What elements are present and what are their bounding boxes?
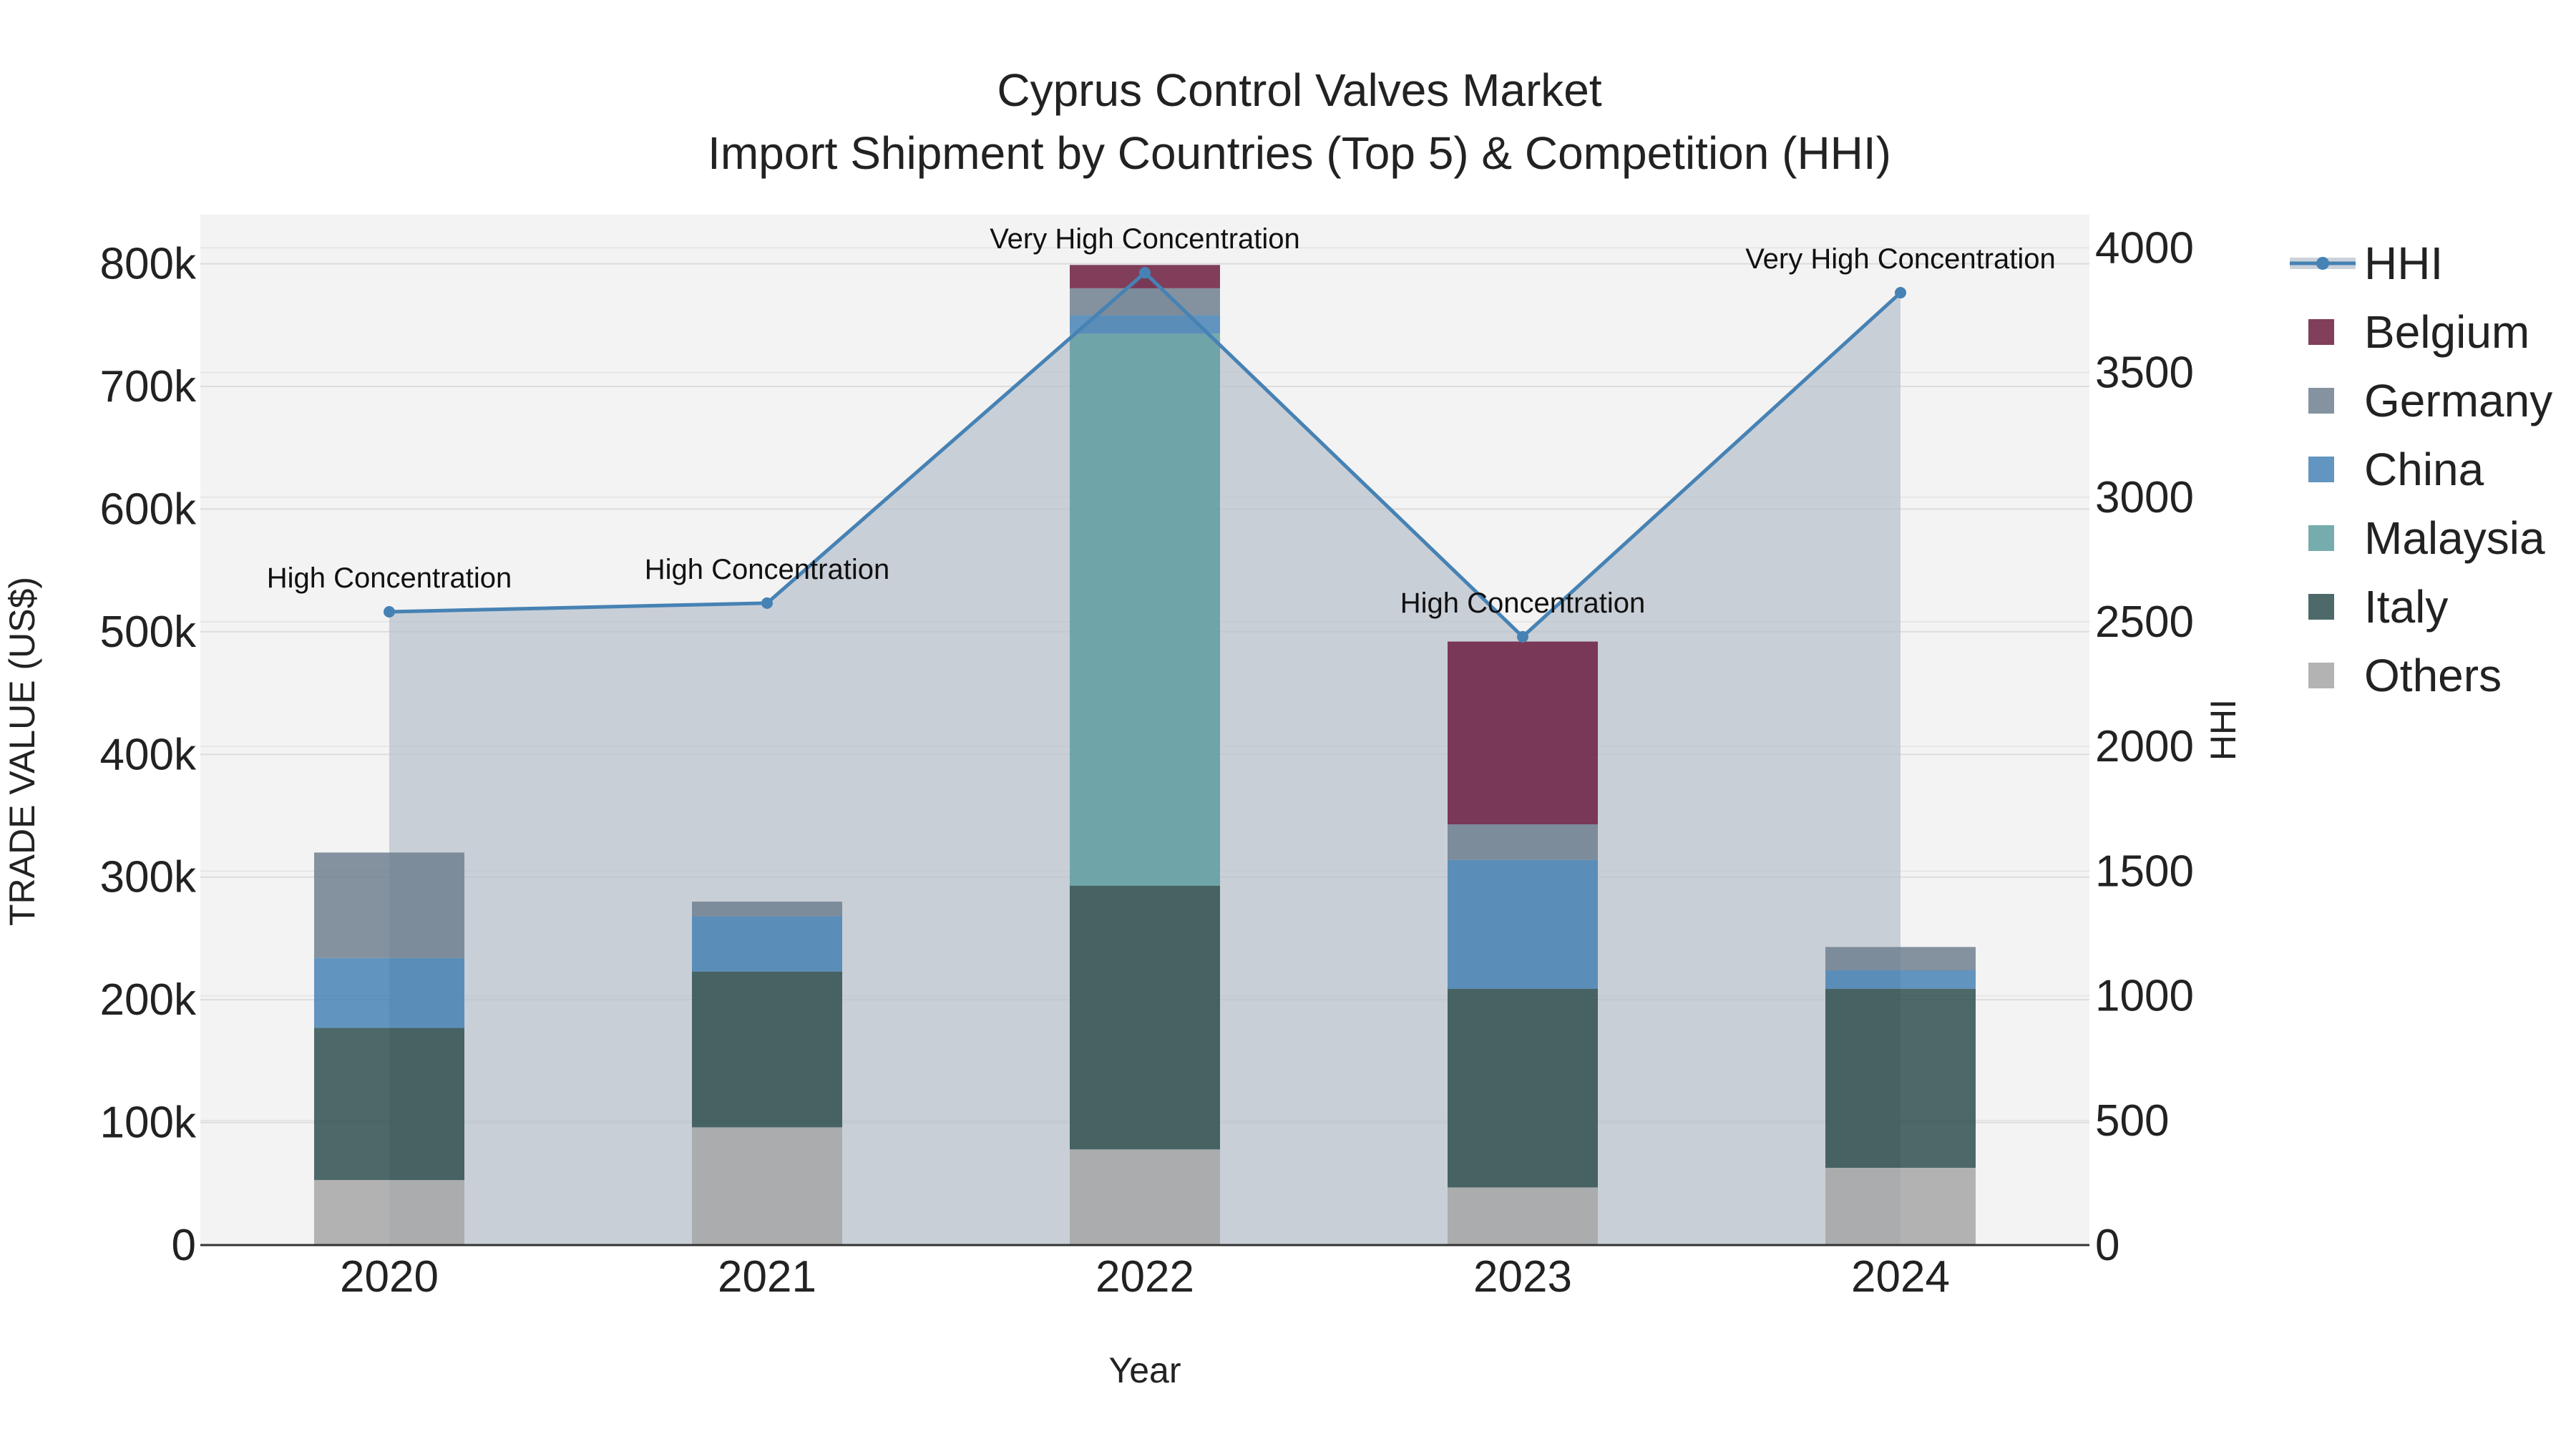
bar-others-2023 [1448,1187,1598,1245]
y-tick-label: 300k [100,853,197,902]
y2-axis-ticks: 0 500 1000 1500 2000 2500 3000 3500 4000 [2095,223,2194,1270]
legend-label-malaysia: Malaysia [2364,512,2545,564]
bar-germany-2024 [1825,947,1976,970]
x-tick-label: 2023 [1473,1252,1572,1302]
y2-tick-label: 1500 [2095,847,2194,896]
bar-italy-2023 [1448,988,1598,1188]
legend-swatch-belgium [2308,319,2334,345]
bar-china-2020 [314,957,464,1028]
legend-label-belgium: Belgium [2364,306,2529,358]
bar-italy-2022 [1070,885,1220,1150]
bar-germany-2023 [1448,824,1598,860]
x-tick-label: 2022 [1096,1252,1194,1302]
y2-tick-label: 2000 [2095,722,2194,771]
x-axis-ticks: 2020 2021 2022 2023 2024 [340,1252,1950,1302]
y-tick-label: 400k [100,730,197,779]
y-axis-title: TRADE VALUE (US$) [2,577,42,926]
legend-swatch-germany [2308,388,2334,414]
bar-others-2022 [1070,1149,1220,1245]
y2-tick-label: 2500 [2095,597,2194,647]
bar-china-2021 [692,916,842,972]
legend-swatch-malaysia [2308,525,2334,551]
y2-tick-label: 4000 [2095,223,2194,273]
bar-others-2020 [314,1180,464,1245]
y2-axis-title: HHI [2203,699,2243,761]
hhi-series: High Concentration High Concentration Very… [267,223,2056,643]
legend: HHI Belgium Germany China Malaysia Italy Other… [2290,238,2552,701]
x-tick-label: 2021 [718,1252,816,1302]
x-tick-label: 2020 [340,1252,439,1302]
bar-belgium-2023 [1448,641,1598,824]
y-tick-label: 600k [100,484,197,534]
hhi-point-2022 [1139,267,1151,279]
hhi-point-2021 [761,597,773,609]
bar-others-2024 [1825,1168,1976,1245]
bar-china-2023 [1448,859,1598,989]
hhi-annotation-2021: High Concentration [645,554,889,585]
hhi-annotation-2020: High Concentration [267,562,512,594]
legend-label-others: Others [2364,650,2502,701]
hhi-point-2024 [1895,287,1906,299]
y2-tick-label: 500 [2095,1096,2169,1146]
legend-label-germany: Germany [2364,375,2552,426]
legend-swatch-china [2308,457,2334,482]
y-tick-label: 800k [100,240,197,289]
y-axis-ticks: 0 100k 200k 300k 400k 500k 600k 700k 800k [100,240,197,1270]
bar-italy-2024 [1825,988,1976,1168]
bar-germany-2021 [692,902,842,917]
legend-label-italy: Italy [2364,581,2448,633]
bar-italy-2020 [314,1028,464,1181]
bar-italy-2021 [692,971,842,1128]
legend-label-hhi: HHI [2364,238,2443,289]
legend-swatch-others [2308,663,2334,688]
y-tick-label: 200k [100,975,197,1025]
bar-others-2021 [692,1127,842,1245]
chart-title: Cyprus Control Valves Market [997,64,1602,116]
bars [314,265,1976,1245]
bar-malaysia-2022 [1070,333,1220,886]
bar-germany-2020 [314,852,464,958]
x-tick-label: 2024 [1851,1252,1950,1302]
hhi-annotation-2024: Very High Concentration [1745,243,2056,275]
hhi-annotation-2023: High Concentration [1400,587,1645,619]
bar-germany-2022 [1070,288,1220,316]
legend-swatch-italy [2308,594,2334,620]
bar-china-2024 [1825,970,1976,989]
hhi-annotation-2022: Very High Concentration [990,223,1300,255]
y2-tick-label: 3000 [2095,473,2194,522]
x-axis-title: Year [1108,1350,1181,1390]
hhi-point-2023 [1517,630,1528,643]
y-tick-label: 500k [100,608,197,657]
y-tick-label: 700k [100,362,197,411]
y-tick-label: 100k [100,1098,197,1148]
y2-tick-label: 1000 [2095,972,2194,1021]
chart-subtitle: Import Shipment by Countries (Top 5) & C… [708,127,1891,179]
legend-label-china: China [2364,444,2484,495]
hhi-point-2020 [384,606,395,618]
y2-tick-label: 0 [2095,1221,2119,1270]
y-tick-label: 0 [172,1221,196,1270]
y2-tick-label: 3500 [2095,348,2194,398]
legend-hhi-marker [2316,257,2329,270]
